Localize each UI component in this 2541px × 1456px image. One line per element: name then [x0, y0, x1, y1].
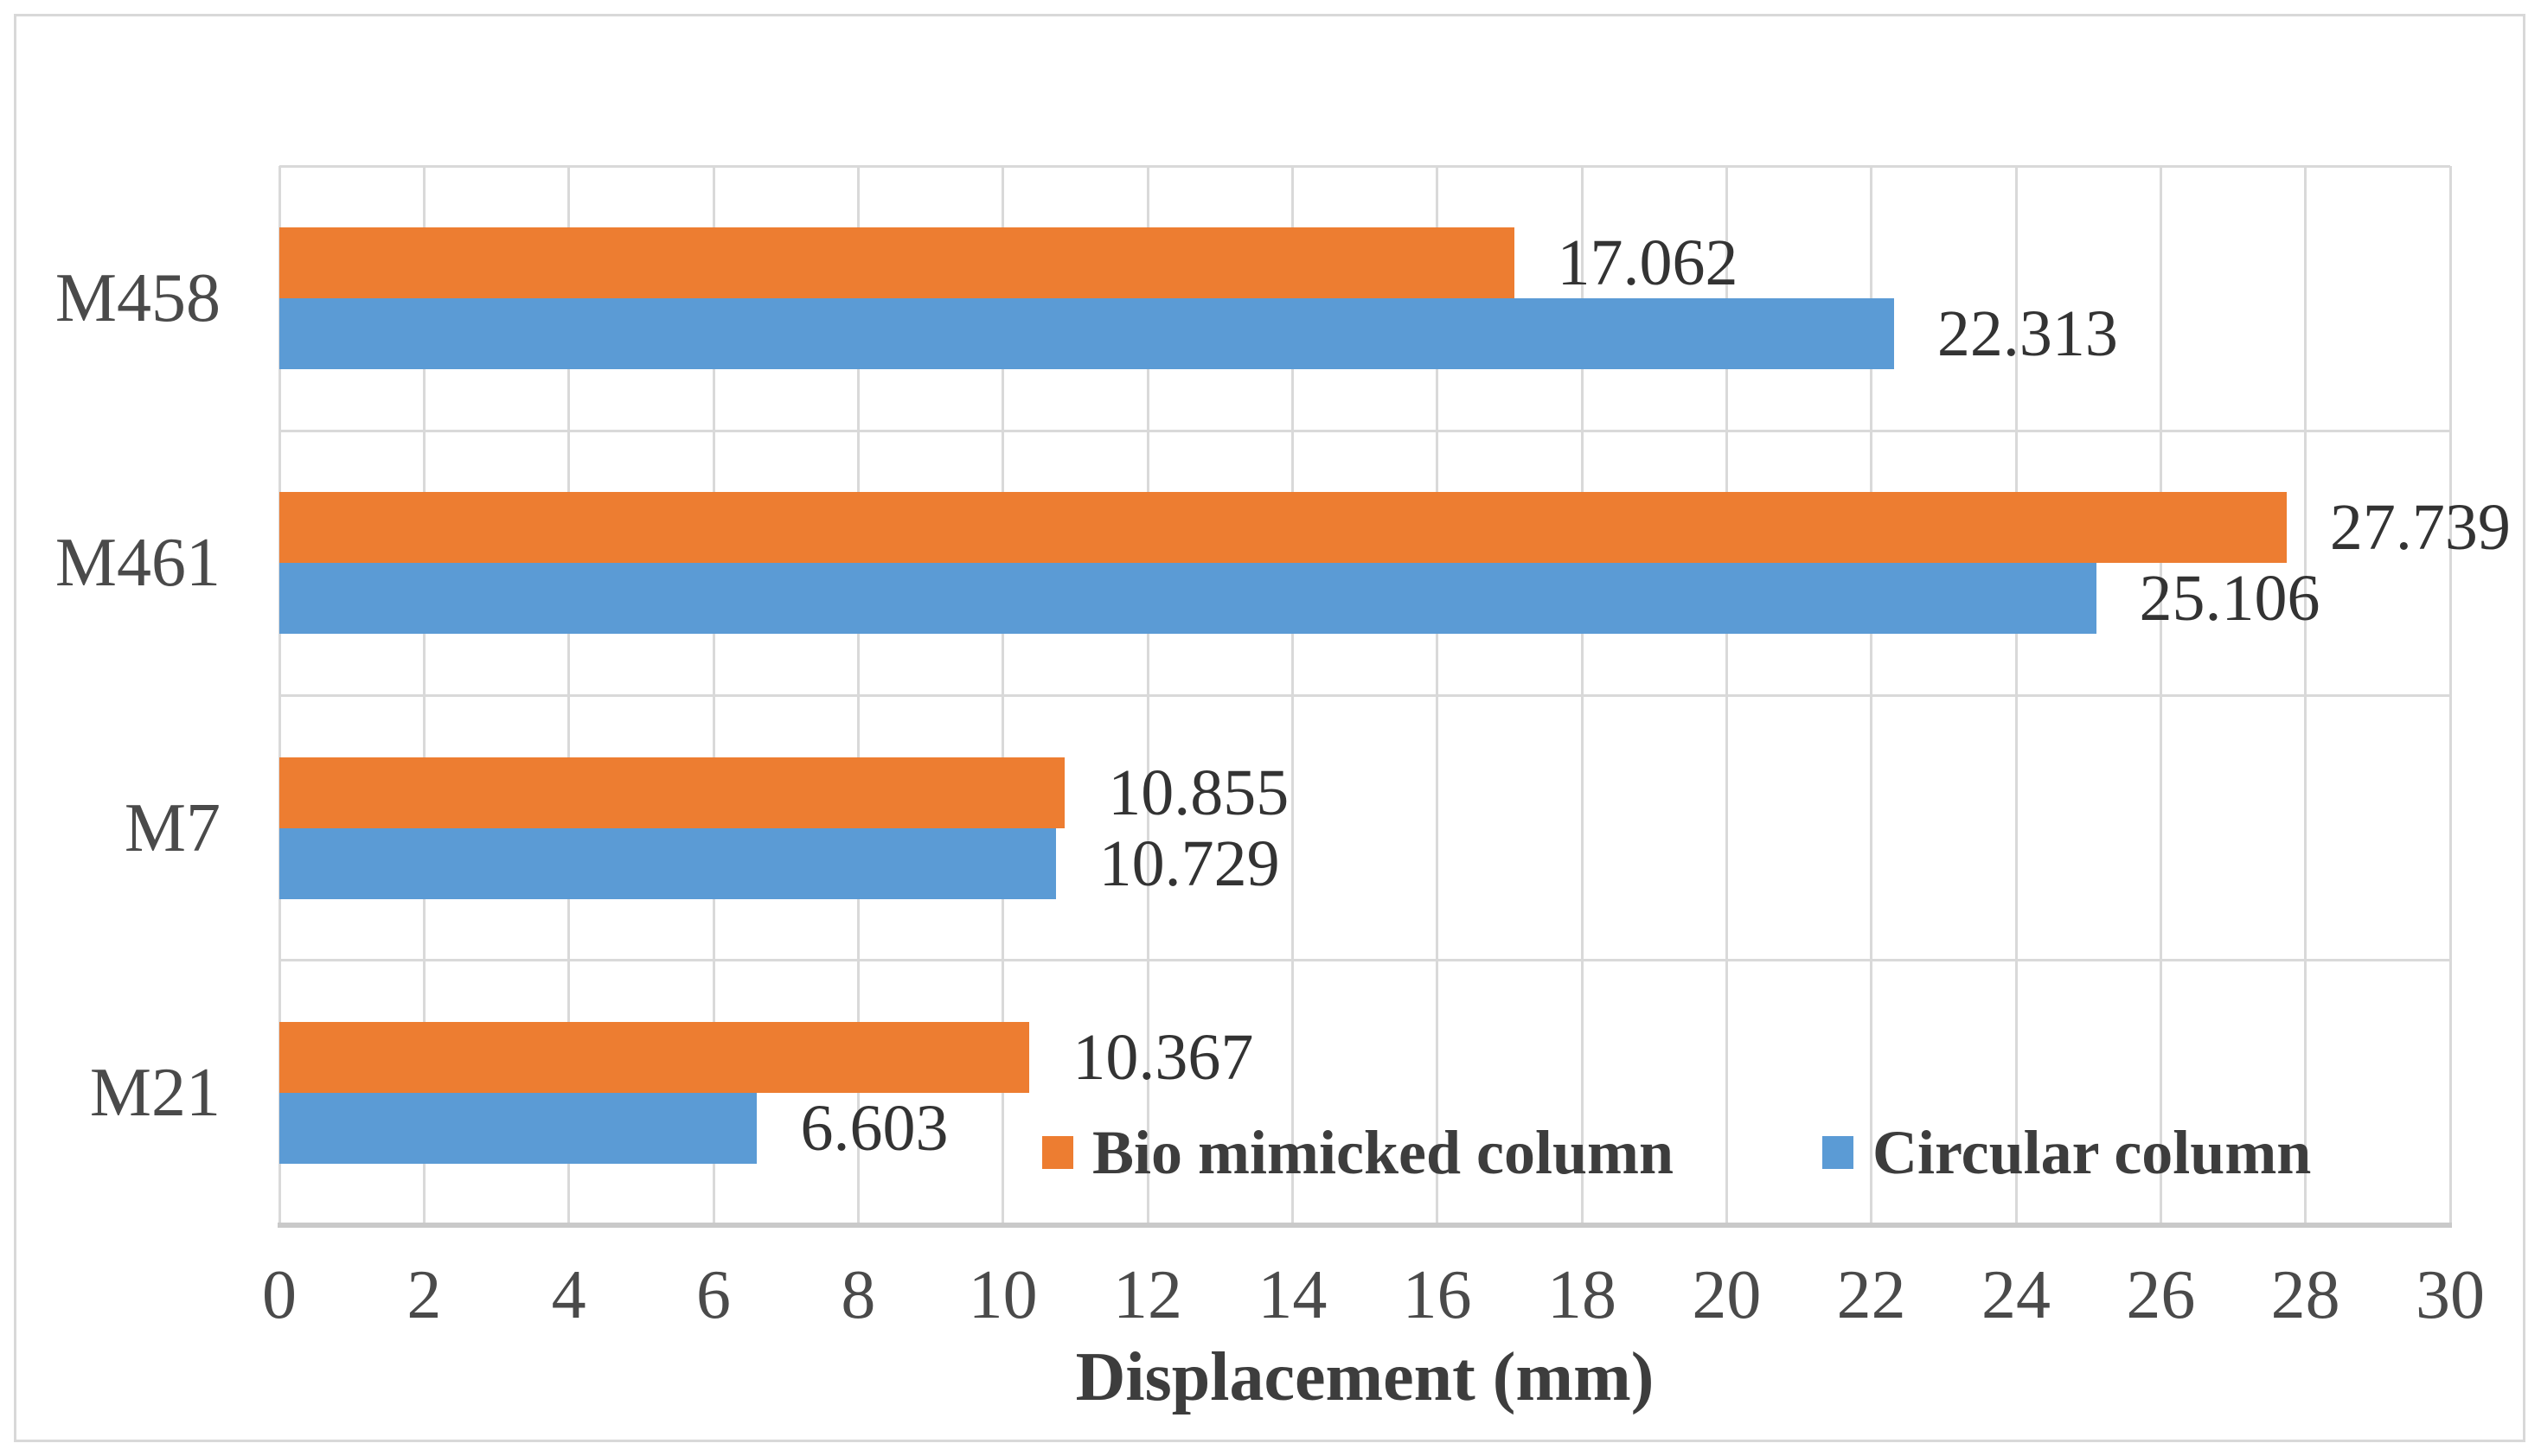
legend-swatch-icon [1822, 1136, 1853, 1169]
bar-bio-mimicked-column [279, 227, 1514, 298]
x-tick-label: 14 [1258, 1257, 1328, 1333]
legend-label: Circular column [1872, 1118, 2312, 1187]
gridline-horizontal [279, 694, 2450, 697]
data-label: 25.106 [2139, 562, 2320, 635]
legend-label: Bio mimicked column [1092, 1118, 1674, 1187]
gridline-horizontal [279, 429, 2450, 432]
bar-circular-column [279, 827, 1056, 899]
chart-border [14, 14, 2525, 1442]
category-label: M458 [54, 260, 221, 337]
x-tick-label: 18 [1547, 1257, 1616, 1333]
bar-bio-mimicked-column [279, 1021, 1030, 1093]
gridline-vertical [2448, 166, 2452, 1225]
bar-circular-column [279, 563, 2096, 635]
bar-circular-column [279, 298, 1894, 369]
x-axis-line [278, 1223, 2452, 1228]
legend-item: Circular column [1822, 1118, 2312, 1187]
x-tick-label: 28 [2270, 1257, 2340, 1333]
legend-swatch-icon [1042, 1136, 1073, 1169]
x-tick-label: 4 [551, 1257, 586, 1333]
x-tick-label: 6 [696, 1257, 731, 1333]
bar-bio-mimicked-column [279, 492, 2287, 564]
x-tick-label: 8 [841, 1257, 876, 1333]
category-label: M7 [124, 789, 221, 866]
x-tick-label: 16 [1402, 1257, 1472, 1333]
x-tick-label: 0 [262, 1257, 297, 1333]
x-tick-label: 30 [2416, 1257, 2485, 1333]
gridline-horizontal [279, 164, 2450, 168]
data-label: 17.062 [1557, 227, 1738, 299]
data-label: 10.729 [1098, 827, 1280, 900]
data-label: 10.855 [1108, 756, 1290, 829]
data-label: 6.603 [800, 1091, 949, 1165]
data-label: 22.313 [1936, 297, 2118, 370]
bar-bio-mimicked-column [279, 757, 1066, 828]
data-label: 10.367 [1072, 1020, 1254, 1094]
category-label: M461 [54, 525, 221, 602]
legend-item: Bio mimicked column [1042, 1118, 1674, 1187]
gridline-horizontal [279, 959, 2450, 962]
x-tick-label: 24 [1981, 1257, 2051, 1333]
x-axis-title: Displacement (mm) [1075, 1339, 1655, 1415]
x-tick-label: 12 [1113, 1257, 1182, 1333]
bar-circular-column [279, 1092, 758, 1164]
x-tick-label: 2 [406, 1257, 442, 1333]
x-tick-label: 20 [1692, 1257, 1762, 1333]
x-tick-label: 10 [968, 1257, 1038, 1333]
category-label: M21 [89, 1054, 221, 1131]
x-tick-label: 26 [2126, 1257, 2196, 1333]
plot-area: 17.062 22.313 27.739 25.106 10.855 10.729 10.3… [278, 164, 2511, 1228]
data-label: 27.739 [2329, 491, 2511, 565]
x-tick-label: 22 [1836, 1257, 1906, 1333]
